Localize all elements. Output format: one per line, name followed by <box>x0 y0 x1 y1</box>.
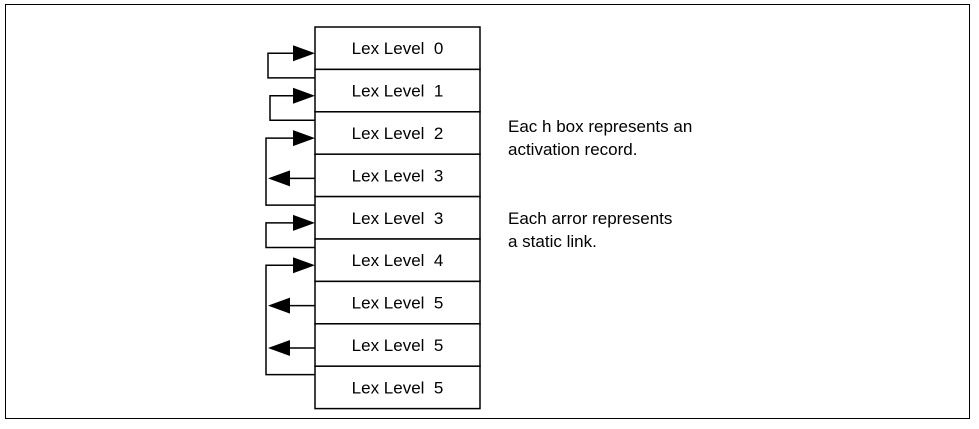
static-link-arrow <box>265 130 315 206</box>
link-line <box>265 264 315 376</box>
record-label: Lex Level 5 <box>352 378 444 397</box>
activation-record: Lex Level 5 <box>314 365 481 410</box>
arrow-head <box>293 130 315 147</box>
activation-record: Lex Level 2 <box>314 111 481 155</box>
activation-record: Lex Level 3 <box>314 153 481 198</box>
record-box <box>314 153 481 198</box>
record-box <box>314 365 481 410</box>
arrow-note-line-2: a static link. <box>508 232 597 251</box>
activation-record: Lex Level 4 <box>314 238 481 283</box>
record-label: Lex Level 0 <box>352 39 444 58</box>
diagram-frame <box>5 4 970 419</box>
static-link-arrow <box>269 87 315 122</box>
arrow-head <box>268 297 290 314</box>
record-box <box>314 68 481 113</box>
arrow-head <box>293 87 315 104</box>
static-link-arrow <box>268 170 315 187</box>
link-line <box>267 52 315 79</box>
static-link-arrow <box>265 257 315 376</box>
static-link-arrow <box>268 297 315 314</box>
box-note-line-1: Eac h box represents an <box>508 117 693 136</box>
record-box <box>314 323 481 367</box>
activation-record: Lex Level 1 <box>314 68 481 113</box>
arrow-head <box>268 170 290 187</box>
static-links-layer <box>265 45 315 376</box>
record-box <box>314 280 481 325</box>
record-label: Lex Level 1 <box>352 82 444 101</box>
record-label: Lex Level 4 <box>352 251 444 270</box>
activation-record: Lex Level 0 <box>314 26 481 71</box>
records-layer: Lex Level 0 Lex Level 1 Lex Level 2 Lex Lev… <box>314 26 481 410</box>
link-line <box>265 137 315 206</box>
static-link-arrow <box>265 214 315 249</box>
arrow-head <box>293 45 315 62</box>
arrow-note-line-1: Each arror represents <box>508 209 673 228</box>
link-line <box>265 222 315 249</box>
arrow-head <box>293 257 315 274</box>
record-label: Lex Level 3 <box>352 166 444 185</box>
record-label: Lex Level 5 <box>352 336 444 355</box>
record-box <box>314 111 481 155</box>
record-label: Lex Level 5 <box>352 294 444 313</box>
record-box <box>314 238 481 283</box>
box-note-line-2: activation record. <box>508 140 638 159</box>
record-label: Lex Level 2 <box>352 124 444 143</box>
static-link-arrow <box>268 340 315 356</box>
record-label: Lex Level 3 <box>352 209 444 228</box>
arrow-head <box>293 214 315 231</box>
activation-record: Lex Level 3 <box>314 195 481 240</box>
activation-record: Lex Level 5 <box>314 323 481 367</box>
activation-record: Lex Level 5 <box>314 280 481 325</box>
link-line <box>269 94 315 122</box>
static-link-arrow <box>267 45 315 79</box>
arrow-head <box>268 340 290 356</box>
